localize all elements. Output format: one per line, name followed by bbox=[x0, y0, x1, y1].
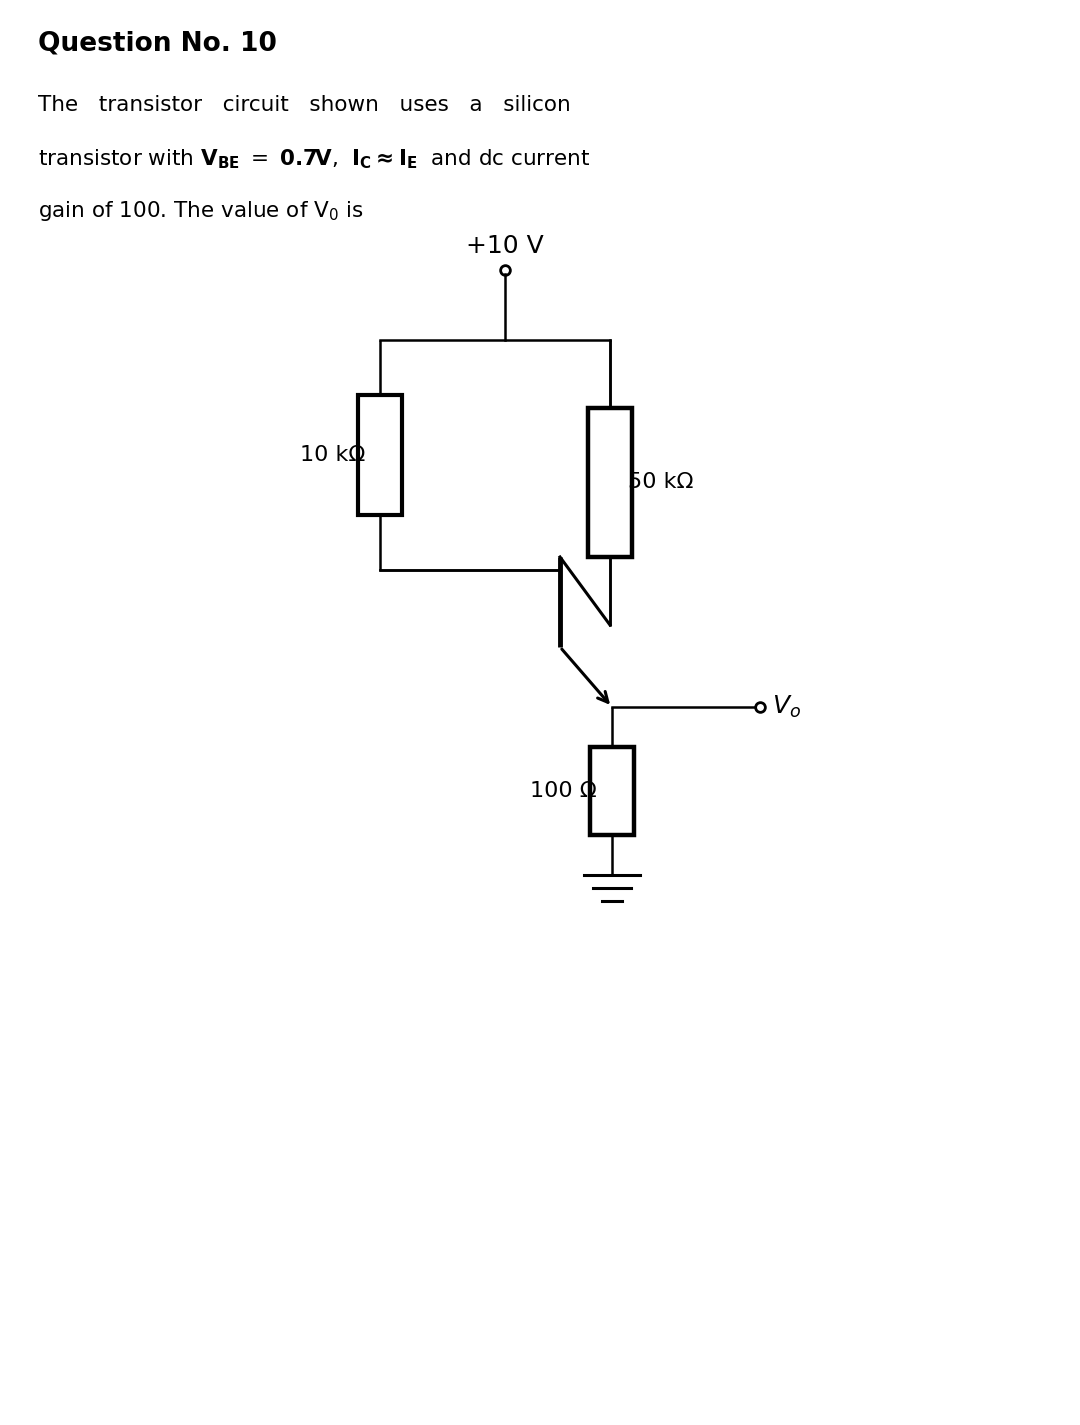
Bar bbox=[588, 409, 632, 557]
Text: 100 Ω: 100 Ω bbox=[530, 781, 597, 801]
Text: +10 V: +10 V bbox=[467, 234, 544, 258]
Bar bbox=[590, 747, 634, 835]
Bar bbox=[357, 395, 402, 514]
Text: gain of 100. The value of $\mathrm{V_0}$ is: gain of 100. The value of $\mathrm{V_0}$… bbox=[38, 200, 364, 222]
Text: Question No. 10: Question No. 10 bbox=[38, 30, 276, 56]
Text: 10 kΩ: 10 kΩ bbox=[299, 445, 365, 465]
Text: $V_o$: $V_o$ bbox=[772, 694, 801, 720]
Text: 50 kΩ: 50 kΩ bbox=[627, 473, 693, 493]
Text: The   transistor   circuit   shown   uses   a   silicon: The transistor circuit shown uses a sili… bbox=[38, 95, 570, 115]
Text: transistor with $\mathbf{V_{BE}}$ $=$ $\mathbf{0.7V}$,  $\mathbf{I_C \approx I_E: transistor with $\mathbf{V_{BE}}$ $=$ $\… bbox=[38, 147, 591, 171]
